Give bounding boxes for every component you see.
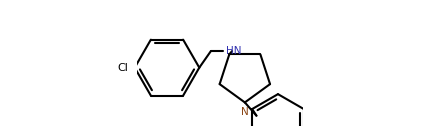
Text: N: N bbox=[241, 107, 249, 117]
Text: Cl: Cl bbox=[117, 63, 128, 73]
Text: HN: HN bbox=[226, 46, 241, 56]
